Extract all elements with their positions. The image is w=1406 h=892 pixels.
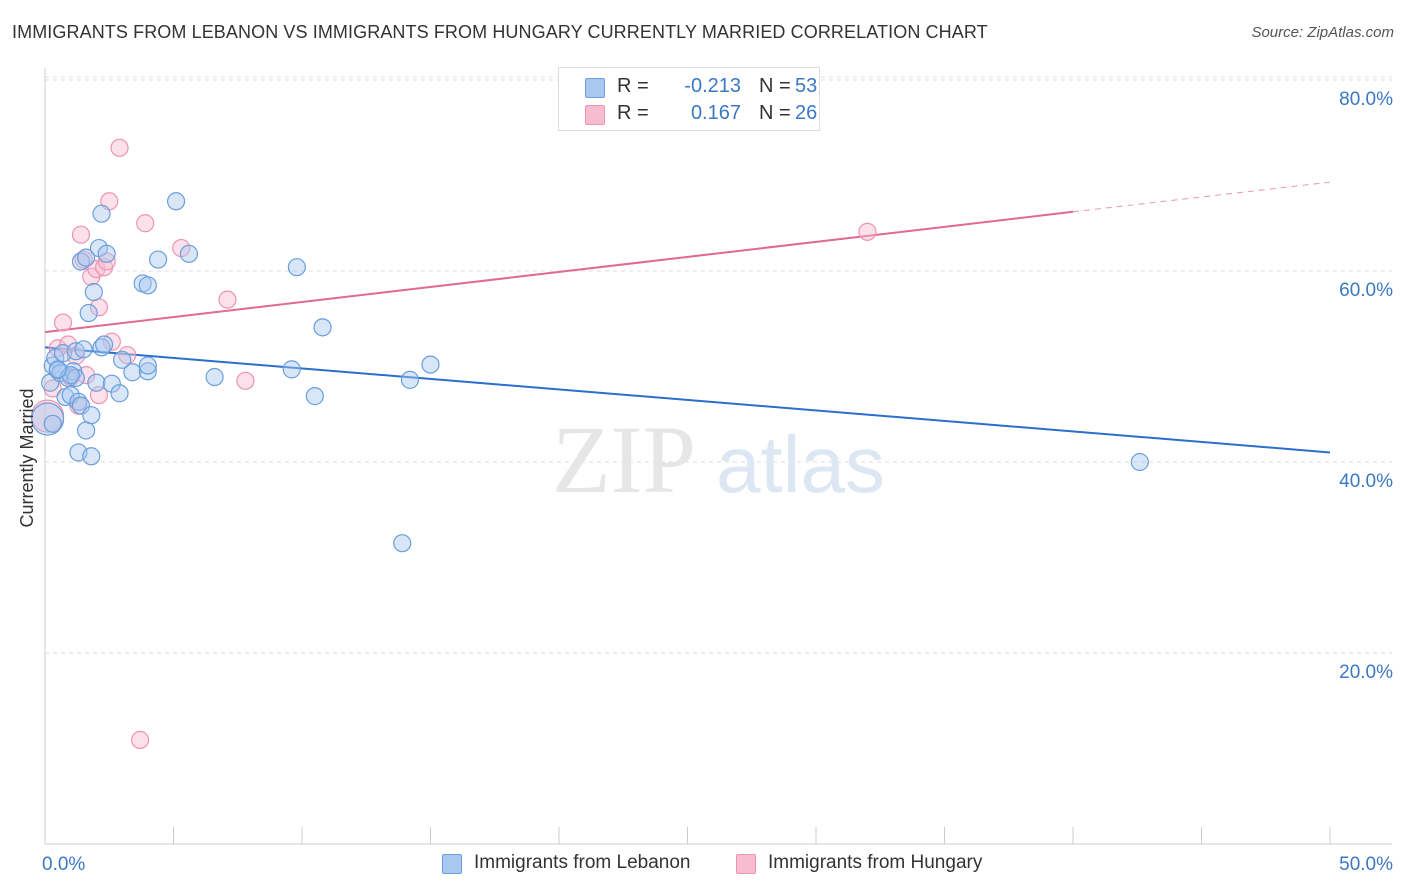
- data-point-lebanon: [1130, 452, 1149, 472]
- data-point-lebanon: [30, 402, 65, 436]
- data-point-lebanon: [421, 355, 440, 374]
- data-point-lebanon: [110, 384, 129, 403]
- data-point-lebanon: [79, 303, 98, 323]
- x-tick-label-right: 50.0%: [1339, 854, 1393, 875]
- data-point-lebanon: [138, 362, 157, 381]
- trend-line-lebanon: [44, 346, 1331, 454]
- data-point-hungary: [218, 290, 237, 309]
- tick-labels: 20.0% 40.0% 60.0% 80.0% 0.0% 50.0%: [42, 89, 1393, 875]
- data-point-lebanon: [287, 258, 306, 277]
- data-point-hungary: [97, 252, 116, 271]
- legend-r-label: R =: [617, 75, 649, 97]
- legend-r-value: 0.167: [690, 102, 741, 124]
- legend-swatch-lebanon: [585, 78, 605, 98]
- data-point-lebanon: [179, 244, 199, 263]
- data-point-lebanon: [48, 360, 67, 379]
- y-tick-label: 60.0%: [1339, 280, 1393, 301]
- data-point-lebanon: [138, 276, 157, 295]
- correlation-legend: R = -0.213 N = 53 R = 0.167 N = 26: [558, 67, 820, 131]
- legend-n-value: 26: [795, 102, 818, 124]
- data-point-lebanon: [400, 370, 420, 389]
- data-point-lebanon: [92, 204, 111, 223]
- data-point-lebanon: [102, 374, 121, 393]
- data-point-lebanon: [84, 282, 103, 302]
- data-point-lebanon: [112, 350, 132, 369]
- axes: [44, 68, 1392, 845]
- data-point-hungary: [74, 250, 93, 269]
- y-axis-label: Currently Married: [17, 388, 37, 527]
- data-point-lebanon: [77, 421, 96, 440]
- data-point-lebanon: [87, 373, 106, 392]
- y-tick-label: 40.0%: [1339, 471, 1393, 492]
- y-tick-label: 20.0%: [1339, 662, 1393, 683]
- data-point-lebanon: [43, 414, 62, 433]
- data-point-hungary: [130, 730, 150, 750]
- data-point-lebanon: [148, 250, 168, 269]
- data-point-hungary: [136, 214, 155, 233]
- data-point-lebanon: [305, 387, 324, 406]
- x-tick-label-left: 0.0%: [42, 854, 85, 875]
- trend-line-hungary: [44, 210, 1074, 334]
- legend-n-label: N =: [759, 102, 791, 124]
- data-point-lebanon: [77, 248, 96, 267]
- bottom-legend-swatch-hungary: [736, 854, 756, 874]
- bottom-legend-label-hungary: Immigrants from Hungary: [768, 852, 983, 873]
- gridlines: [45, 76, 1392, 654]
- trend-lines: [44, 181, 1331, 454]
- data-point-lebanon: [66, 368, 85, 388]
- legend-r-value: -0.213: [684, 75, 741, 97]
- data-point-hungary: [236, 371, 255, 390]
- data-point-lebanon: [313, 318, 332, 337]
- trend-line-hungary-extension: [1072, 181, 1331, 213]
- data-point-hungary: [53, 313, 73, 332]
- watermark-atlas: atlas: [716, 420, 885, 509]
- bottom-legend-swatch-lebanon: [442, 854, 462, 874]
- data-point-lebanon: [138, 356, 157, 375]
- data-point-lebanon: [82, 406, 101, 425]
- y-tick-label: 80.0%: [1339, 89, 1393, 110]
- watermark-zip: ZIP: [552, 406, 696, 513]
- data-point-lebanon: [74, 340, 93, 359]
- source-label: Source: ZipAtlas.com: [1251, 24, 1394, 41]
- legend-r-label: R =: [617, 102, 649, 124]
- data-point-lebanon: [82, 447, 101, 466]
- data-point-lebanon: [282, 360, 301, 379]
- data-point-lebanon: [95, 335, 114, 354]
- legend-n-label: N =: [759, 75, 791, 97]
- series-lebanon-points: [30, 192, 1149, 553]
- bottom-legend-label-lebanon: Immigrants from Lebanon: [474, 852, 691, 873]
- data-point-hungary: [71, 225, 91, 244]
- data-point-lebanon: [393, 534, 412, 553]
- data-point-lebanon: [123, 363, 142, 382]
- chart-title: IMMIGRANTS FROM LEBANON VS IMMIGRANTS FR…: [12, 22, 988, 42]
- data-point-hungary: [858, 222, 877, 241]
- data-point-lebanon: [97, 244, 116, 263]
- data-point-lebanon: [92, 338, 111, 357]
- watermark: ZIP atlas: [552, 406, 885, 513]
- data-point-hungary: [110, 138, 129, 157]
- data-point-lebanon: [166, 192, 186, 211]
- legend-n-value: 53: [795, 75, 818, 97]
- data-point-lebanon: [205, 367, 224, 387]
- legend-swatch-hungary: [585, 105, 605, 125]
